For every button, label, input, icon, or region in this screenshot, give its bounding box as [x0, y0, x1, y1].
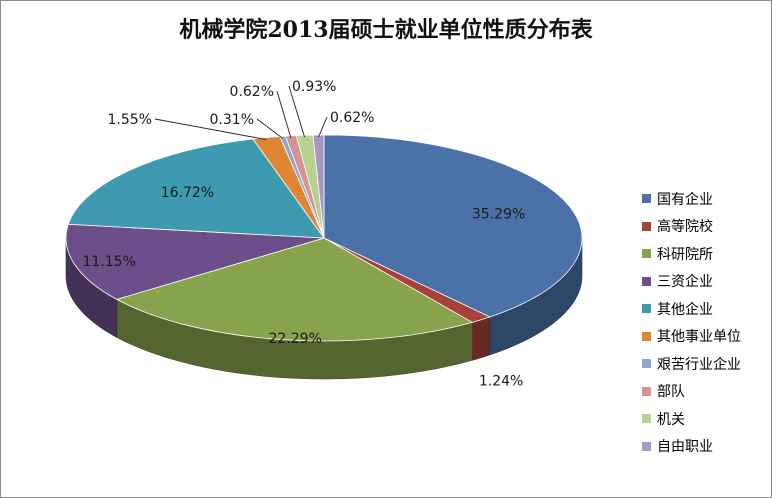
legend-label: 高等院校 [657, 219, 713, 236]
legend-item-5: 其他企业 [642, 295, 741, 323]
pie-slice-3 [115, 237, 474, 342]
data-label-10: 0.62% [330, 110, 374, 126]
legend-item-3: 科研院所 [642, 240, 741, 268]
pie-side-2 [471, 316, 490, 361]
legend-swatch [642, 304, 651, 314]
data-label-8: 0.62% [230, 84, 274, 100]
pie-slice-1 [323, 134, 583, 318]
legend-swatch [642, 331, 651, 341]
legend-item-1: 国有企业 [642, 185, 741, 213]
legend-label: 自由职业 [657, 439, 713, 456]
legend-label: 其他事业单位 [657, 329, 741, 346]
leader-line-7 [256, 118, 283, 139]
leader-line-6 [154, 118, 267, 141]
data-label-3: 22.29% [269, 331, 322, 347]
legend-item-10: 自由职业 [642, 433, 741, 461]
legend: 国有企业高等院校科研院所三资企业其他企业其他事业单位 艰苦行业企业 部队机关自由职业 [642, 185, 741, 460]
data-labels: 35.29% 1.24% 22.29% 11.15% 16.72% 1.55% 0.31% 0… [83, 79, 526, 390]
legend-label: 艰苦行业企业 [657, 356, 741, 373]
legend-swatch [642, 359, 651, 369]
legend-item-8: 部队 [642, 378, 741, 406]
data-label-9: 0.93% [292, 79, 336, 95]
legend-label: 其他企业 [657, 301, 713, 318]
legend-item-9: 机关 [642, 405, 741, 433]
pie-slices [65, 134, 583, 342]
pie-slice-4 [65, 223, 325, 300]
legend-swatch [642, 194, 651, 204]
legend-label: 三资企业 [657, 274, 713, 291]
legend-label: 科研院所 [657, 246, 713, 263]
legend-label: 国有企业 [657, 191, 713, 208]
legend-label: 机关 [657, 411, 685, 428]
leader-line-8 [276, 90, 292, 139]
leader-line-10 [318, 116, 328, 138]
legend-swatch [642, 276, 651, 286]
legend-swatch [642, 414, 651, 424]
data-label-6: 1.55% [108, 112, 152, 128]
legend-swatch [642, 221, 651, 231]
data-label-7: 0.31% [210, 112, 254, 128]
legend-swatch [642, 441, 651, 451]
leader-line-9 [288, 85, 306, 138]
data-label-5: 16.72% [161, 185, 214, 201]
pie-slice-10 [312, 134, 325, 239]
legend-item-4: 三资企业 [642, 268, 741, 296]
data-label-4: 11.15% [83, 254, 136, 270]
legend-swatch [642, 386, 651, 396]
legend-item-7: 艰苦行业企业 [642, 350, 741, 378]
legend-item-6: 其他事业单位 [642, 323, 741, 351]
legend-label: 部队 [657, 384, 685, 401]
data-label-1: 35.29% [472, 207, 525, 223]
data-label-2: 1.24% [479, 374, 523, 390]
legend-swatch [642, 249, 651, 259]
pie-slice-5 [67, 138, 325, 239]
chart-title: 机械学院2013届硕士就业单位性质分布表 [179, 17, 593, 43]
legend-item-2: 高等院校 [642, 213, 741, 241]
